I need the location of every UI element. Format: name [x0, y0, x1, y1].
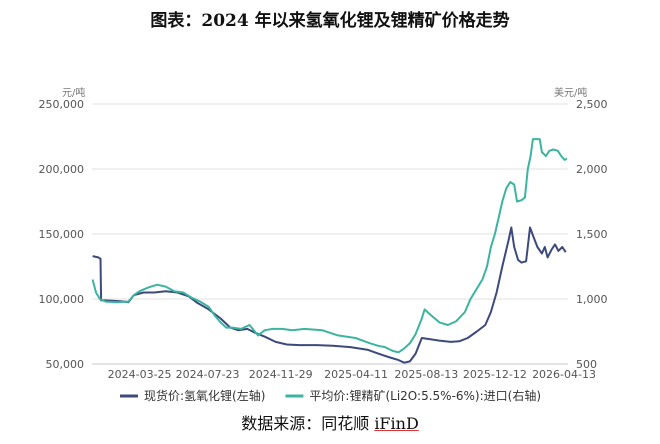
x-tick-label: 2024-07-23	[176, 368, 240, 381]
chart-title: 图表：2024 年以来氢氧化锂及锂精矿价格走势	[150, 11, 510, 31]
x-tick-label: 2026-04-13	[532, 368, 596, 381]
y-right-unit: 美元/吨	[554, 86, 587, 99]
y-right-tick-label: 2,000	[576, 163, 608, 176]
x-tick-label: 2024-11-29	[249, 368, 313, 381]
y-left-tick-label: 150,000	[39, 228, 85, 241]
x-tick-label: 2025-08-13	[394, 368, 458, 381]
series-line-1	[92, 226, 567, 364]
legend-label-1: 现货价:氢氧化锂(左轴)	[144, 388, 265, 403]
source-prefix: 数据来源：同花顺	[241, 414, 370, 433]
y-left-tick-label: 200,000	[39, 163, 85, 176]
legend-label-2: 平均价:锂精矿(Li2O:5.5%-6%):进口(右轴)	[309, 388, 541, 403]
y-left-tick-label: 50,000	[46, 358, 85, 371]
series-line-2	[91, 138, 568, 354]
y-right-tick-label: 2,500	[576, 98, 608, 111]
y-right-tick-label: 1,500	[576, 228, 608, 241]
legend: 现货价:氢氧化锂(左轴) 平均价:锂精矿(Li2O:5.5%-6%):进口(右轴)	[120, 388, 541, 403]
x-tick-label: 2024-03-25	[108, 368, 172, 381]
series-lines	[91, 138, 568, 364]
y-right-tick-label: 500	[576, 358, 597, 371]
y-left-tick-label: 250,000	[39, 98, 85, 111]
x-tick-label: 2025-12-12	[463, 368, 527, 381]
source-brand: iFinD	[374, 414, 419, 433]
axes: 50,000 100,000 150,000 200,000 250,000 500 1,0…	[39, 86, 608, 381]
x-tick-label: 2025-04-11	[324, 368, 388, 381]
y-left-tick-label: 100,000	[39, 293, 85, 306]
source-note: 数据来源：同花顺 iFinD	[0, 410, 660, 434]
grid-lines	[92, 103, 568, 365]
y-right-tick-label: 1,000	[576, 293, 608, 306]
y-left-unit: 元/吨	[62, 86, 85, 99]
